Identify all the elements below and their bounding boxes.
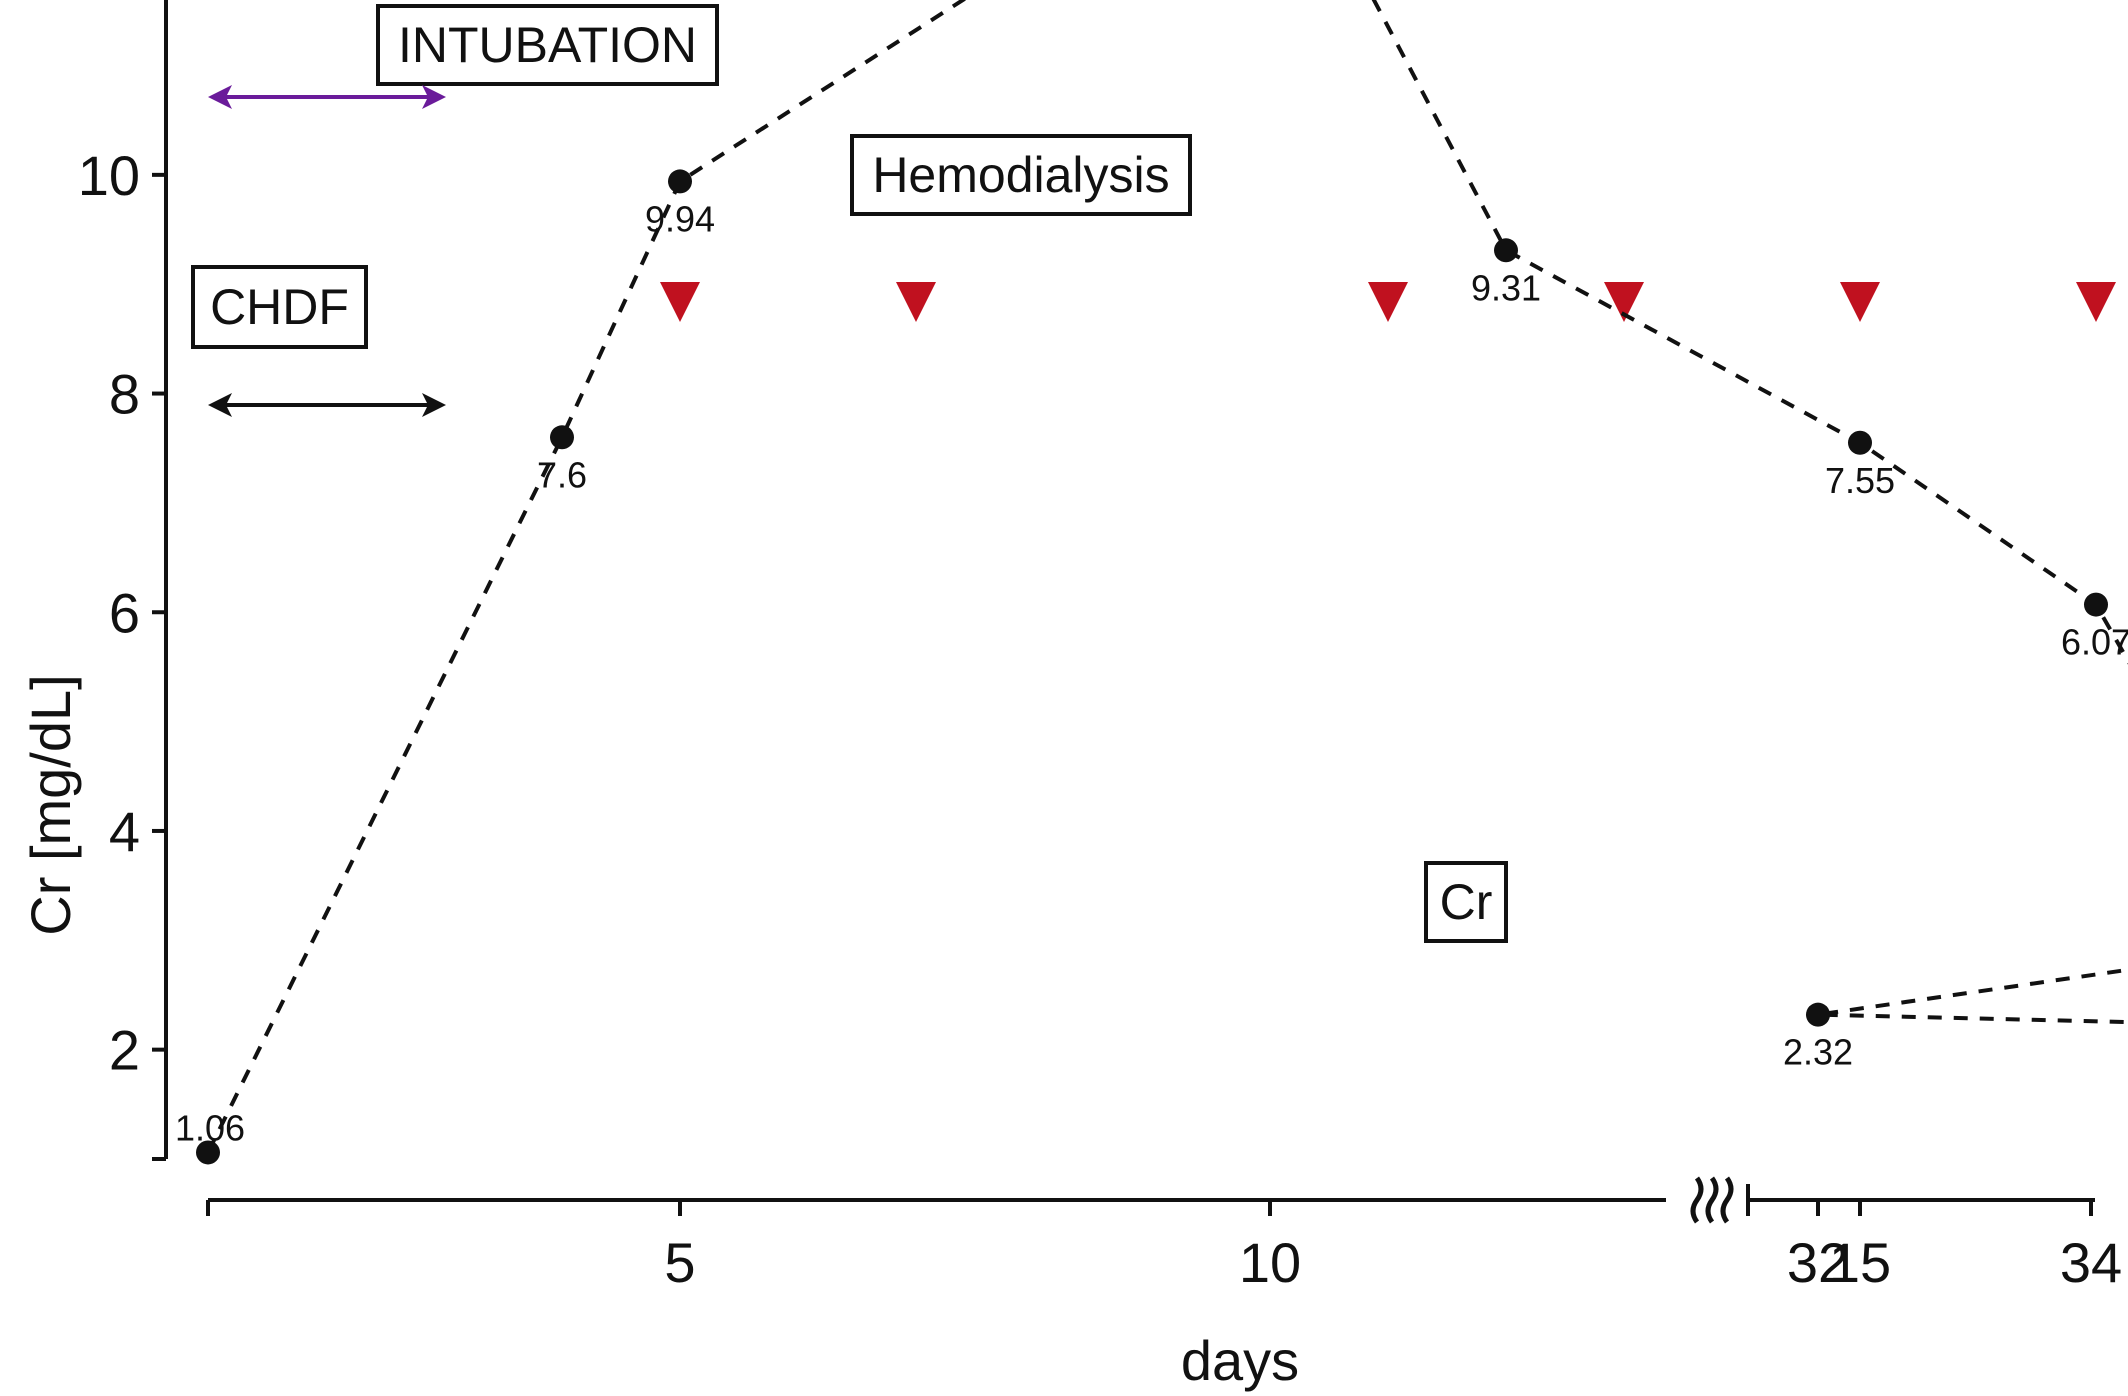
cr-data-point <box>196 1140 220 1165</box>
events-layer <box>208 85 2116 417</box>
cr-data-label: 1.06 <box>175 1107 245 1148</box>
cr-data-label: 2.32 <box>1783 1032 1853 1073</box>
y-tick-label: 6 <box>109 581 140 644</box>
cr-legend-label: Cr <box>1439 874 1493 930</box>
intubation-label-box: INTUBATION <box>376 4 719 86</box>
x-tick-label: 15 <box>1829 1231 1891 1294</box>
cr-data-point <box>668 169 692 194</box>
break-squiggle <box>1720 1176 1734 1224</box>
cr-data-point <box>1848 430 1872 455</box>
data-layer: 1.067.69.9413.49.317.556.074.183.782.322… <box>175 0 2128 1165</box>
cr-data-label: 7.55 <box>1825 460 1895 501</box>
hemodialysis-session-marker <box>1604 282 1644 322</box>
x-tick-label: 32 <box>1787 1231 1849 1294</box>
y-tick-label: 2 <box>109 1019 140 1082</box>
cr-data-label: 6.07 <box>2061 622 2128 663</box>
chdf-arrowhead-left <box>208 393 232 417</box>
x-tick-label: 34 <box>2060 1231 2122 1294</box>
hemodialysis-session-marker <box>2076 282 2116 322</box>
axes-layer: 24681012Cr [mg/dL]510152025323436days <box>19 0 2122 1392</box>
break-squiggle <box>1690 1176 1704 1224</box>
cr-data-point <box>1806 1002 1830 1027</box>
cr-data-label: 9.31 <box>1471 267 1541 308</box>
chdf-label: CHDF <box>210 279 349 335</box>
hemodialysis-label: Hemodialysis <box>872 147 1170 203</box>
hemodialysis-session-marker <box>1840 282 1880 322</box>
cr-data-label: 7.6 <box>537 454 587 495</box>
chdf-label-box: CHDF <box>191 265 368 349</box>
y-tick-label: 4 <box>109 800 140 863</box>
cr-data-point <box>2084 592 2108 617</box>
cr-data-point <box>1494 238 1518 263</box>
y-tick-label: 10 <box>78 144 140 207</box>
intubation-label: INTUBATION <box>397 17 698 73</box>
x-tick-label: 10 <box>1239 1231 1301 1294</box>
cr-data-point <box>550 425 574 450</box>
hemodialysis-session-marker <box>896 282 936 322</box>
x-axis-break-mark <box>1690 1176 1734 1224</box>
y-tick-label: 8 <box>109 363 140 426</box>
hemodialysis-label-box: Hemodialysis <box>850 134 1192 216</box>
hemodialysis-session-marker <box>660 282 700 322</box>
cr-series-line <box>206 0 2128 1154</box>
intubation-arrowhead-right <box>422 85 446 109</box>
chdf-arrowhead-right <box>422 393 446 417</box>
break-squiggle <box>1705 1176 1719 1224</box>
x-tick-label: 5 <box>664 1231 695 1294</box>
hemodialysis-session-marker <box>1368 282 1408 322</box>
cr-legend-box: Cr <box>1424 861 1508 943</box>
intubation-arrowhead-left <box>208 85 232 109</box>
cr-data-label: 9.94 <box>645 198 715 239</box>
y-axis-title: Cr [mg/dL] <box>19 674 82 935</box>
x-axis-title: days <box>1181 1329 1299 1392</box>
